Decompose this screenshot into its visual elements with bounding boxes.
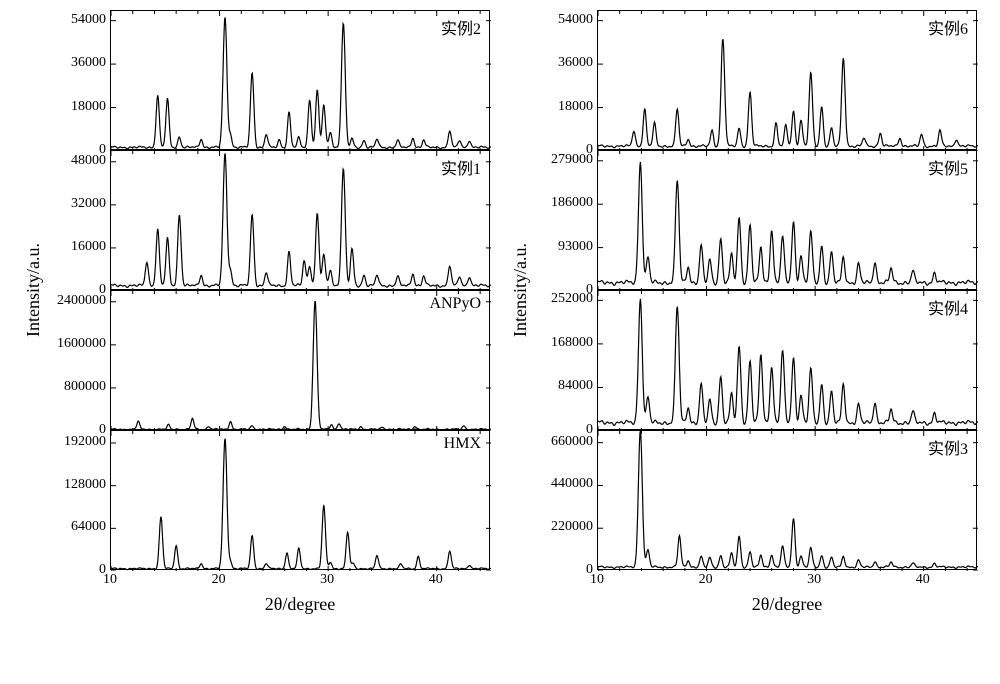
panel-label: HMX [444,435,481,453]
y-ticks: 084000168000252000 [535,290,597,430]
panel-ex6: 实例6 [597,10,977,150]
xrd-figure: Intensity/a.u.0180003600054000实例20160003… [23,10,977,615]
y-tick-label: 54000 [71,13,106,27]
y-tick-label: 800000 [64,380,106,394]
y-tick-label: 93000 [558,240,593,254]
x-tick-label: 20 [699,572,713,588]
panel-label: 实例4 [928,295,968,319]
panel-hmx: HMX [110,430,490,570]
y-tick-label: 18000 [71,100,106,114]
y-tick-label: 64000 [71,520,106,534]
panel-ex2: 实例2 [110,10,490,150]
x-axis-label: 2θ/degree [110,594,490,615]
y-ticks: 0220000440000660000 [535,430,597,570]
panel-label: 实例6 [928,15,968,39]
x-tick-label: 10 [103,572,117,588]
y-tick-label: 192000 [64,435,106,449]
y-tick-label: 186000 [551,196,593,210]
y-ticks: 064000128000192000 [48,430,110,570]
y-ticks: 080000016000002400000 [48,290,110,430]
y-tick-label: 168000 [551,336,593,350]
x-tick-label: 40 [429,572,443,588]
y-tick-label: 1600000 [57,337,106,351]
spectrum-line [111,302,491,431]
spectrum-line [598,39,978,148]
y-ticks: 093000186000279000 [535,150,597,290]
panel-ex4: 实例4 [597,290,977,430]
x-ticks: 10203040 [110,570,490,592]
y-tick-label: 36000 [71,56,106,70]
spectrum-line [111,17,491,148]
panel-ex5: 实例5 [597,150,977,290]
spectrum-line [598,431,978,568]
y-tick-label: 16000 [71,240,106,254]
x-tick-label: 30 [320,572,334,588]
y-tick-label: 36000 [558,56,593,70]
y-tick-label: 2400000 [57,294,106,308]
panel-label: 实例3 [928,435,968,459]
panel-ex1: 实例1 [110,150,490,290]
panel-label: 实例1 [441,155,481,179]
y-ticks: 0180003600054000 [48,10,110,150]
y-tick-label: 220000 [551,520,593,534]
y-tick-label: 84000 [558,379,593,393]
x-tick-label: 20 [212,572,226,588]
panel-label: ANPyO [429,295,481,313]
column-left: Intensity/a.u.0180003600054000实例20160003… [23,10,490,615]
panel-ex3: 实例3 [597,430,977,570]
spectrum-line [111,439,491,570]
y-tick-label: 128000 [64,478,106,492]
y-tick-label: 660000 [551,435,593,449]
y-ticks: 0160003200048000 [48,150,110,290]
x-ticks: 10203040 [597,570,977,592]
y-tick-label: 18000 [558,100,593,114]
y-tick-label: 279000 [551,153,593,167]
y-axis-label: Intensity/a.u. [23,10,44,570]
x-axis-label: 2θ/degree [597,594,977,615]
y-tick-label: 54000 [558,13,593,27]
panel-anpyo: ANPyO [110,290,490,430]
x-tick-label: 10 [590,572,604,588]
y-tick-label: 440000 [551,477,593,491]
y-tick-label: 48000 [71,154,106,168]
y-tick-label: 252000 [551,292,593,306]
y-tick-label: 32000 [71,197,106,211]
y-axis-label: Intensity/a.u. [510,10,531,570]
panel-label: 实例5 [928,155,968,179]
spectrum-line [111,153,491,287]
x-tick-label: 40 [916,572,930,588]
panel-label: 实例2 [441,15,481,39]
column-right: Intensity/a.u.0180003600054000实例60930001… [510,10,977,615]
spectrum-line [598,162,978,286]
spectrum-line [598,299,978,426]
y-ticks: 0180003600054000 [535,10,597,150]
x-tick-label: 30 [807,572,821,588]
